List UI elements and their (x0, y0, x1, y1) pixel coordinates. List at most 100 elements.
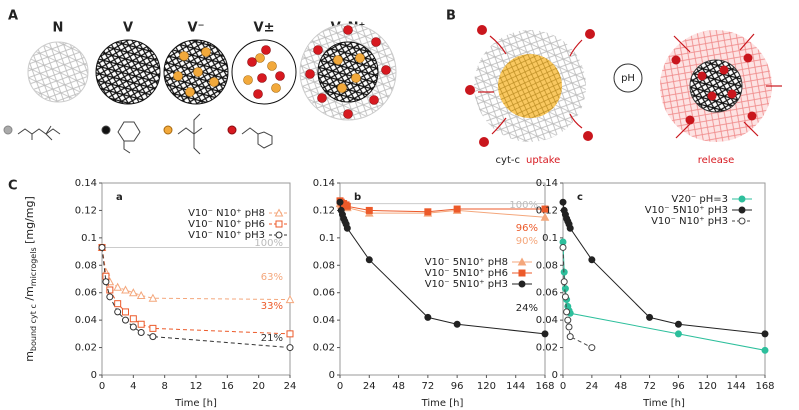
annotation: 63% (261, 272, 283, 283)
marker (453, 205, 461, 213)
marker (102, 278, 110, 286)
gel-name: V (123, 21, 133, 36)
marker (336, 198, 344, 206)
annotation: 33% (261, 301, 283, 312)
legend-marker (275, 220, 283, 228)
gel-name: N (53, 21, 64, 36)
marker (561, 293, 569, 301)
legend-label: V10⁻ 5N10⁺ pH8 (425, 257, 508, 268)
legend-label: V10⁻ N10⁺ pH3 (651, 216, 728, 227)
marker (136, 290, 146, 299)
x-tick-label: 24 (363, 381, 376, 392)
panel-letter: C (8, 179, 18, 194)
marker (122, 308, 129, 316)
cargo-label: cyt-c (496, 155, 520, 166)
legend-marker (274, 208, 284, 217)
x-tick-label: 72 (643, 381, 656, 392)
marker (674, 320, 682, 328)
y-tick-label: 0.08 (75, 260, 97, 271)
microgel-core (498, 54, 562, 118)
panel-letter: B (446, 9, 456, 24)
marker (106, 293, 114, 301)
marker (128, 288, 138, 297)
x-axis-label: Time [h] (421, 398, 464, 409)
x-tick-label: 4 (130, 381, 136, 392)
y-tick-label: 0.14 (313, 178, 335, 189)
marker (286, 330, 294, 338)
marker (122, 316, 129, 324)
panel-label: c (577, 192, 583, 203)
y-tick-label: 0.12 (75, 205, 97, 216)
legend-label: V10⁻ 5N10⁺ pH3 (645, 205, 728, 216)
y-tick-label: 0 (329, 370, 335, 381)
marker (365, 206, 373, 214)
panel-a: N V V⁻ V± V⁻N⁺ (3, 21, 397, 155)
legend-label: V20⁻ pH=3 (671, 194, 728, 205)
y-tick-label: 0.14 (75, 178, 97, 189)
anionic-dots (333, 53, 365, 93)
x-tick-label: 168 (755, 381, 774, 392)
microgel-core (689, 59, 743, 113)
monomer-structures (3, 113, 273, 155)
marker (559, 243, 567, 251)
marker (424, 313, 432, 321)
panel-letter: A (8, 9, 18, 24)
legend-label: V10⁻ N10⁺ pH6 (188, 219, 265, 230)
annotation: 100% (509, 200, 538, 211)
marker (114, 308, 122, 316)
y-axis-label-part: bound cyt c (29, 304, 38, 351)
annotation: 21% (261, 333, 283, 344)
ph-switch (613, 63, 643, 93)
marker (285, 295, 295, 304)
legend-marker (738, 195, 746, 203)
y-axis-label-part: /m (23, 286, 36, 304)
x-tick-label: 0 (337, 381, 343, 392)
y-tick-label: 0.04 (75, 315, 97, 326)
gel-name: V± (254, 21, 275, 36)
protein-dots (671, 53, 757, 125)
x-tick-label: 120 (477, 381, 496, 392)
marker (114, 300, 122, 308)
legend-marker (275, 231, 283, 239)
legend-marker (518, 280, 526, 288)
marker (566, 333, 574, 341)
y-tick-label: 0.02 (536, 343, 558, 354)
marker (588, 256, 596, 264)
annotation: 90% (516, 236, 538, 247)
marker (113, 282, 123, 291)
y-tick-label: 0.12 (313, 205, 335, 216)
y-tick-label: 0.12 (536, 205, 558, 216)
x-tick-label: 16 (221, 381, 234, 392)
y-tick-label: 0.1 (81, 233, 97, 244)
panel-label: b (354, 192, 361, 203)
x-tick-label: 72 (421, 381, 434, 392)
legend-label: V10⁻ N10⁺ pH3 (188, 230, 265, 241)
marker (149, 333, 157, 341)
marker (761, 346, 769, 354)
marker (365, 256, 373, 264)
microgel (231, 39, 297, 105)
x-tick-label: 24 (284, 381, 297, 392)
marker (565, 323, 573, 331)
anionic-dots (173, 47, 281, 97)
marker (149, 324, 157, 332)
x-tick-label: 12 (190, 381, 203, 392)
marker (563, 308, 571, 316)
legend-marker (518, 269, 526, 277)
y-tick-label: 0.14 (536, 178, 558, 189)
y-tick-label: 0.06 (536, 288, 558, 299)
marker (98, 243, 106, 251)
legend-label: V10⁻ 5N10⁺ pH6 (425, 268, 508, 279)
y-tick-label: 0.06 (75, 288, 97, 299)
uptake-arrows (478, 35, 583, 135)
marker (121, 285, 130, 294)
panel-b: pH cyt-c uptake release (465, 25, 782, 166)
marker (286, 344, 294, 352)
marker (560, 278, 568, 286)
legend-marker (738, 217, 746, 225)
x-tick-label: 96 (672, 381, 685, 392)
microgel (95, 39, 161, 105)
panel-label: a (116, 192, 123, 203)
y-axis-label-part: m (23, 351, 36, 362)
